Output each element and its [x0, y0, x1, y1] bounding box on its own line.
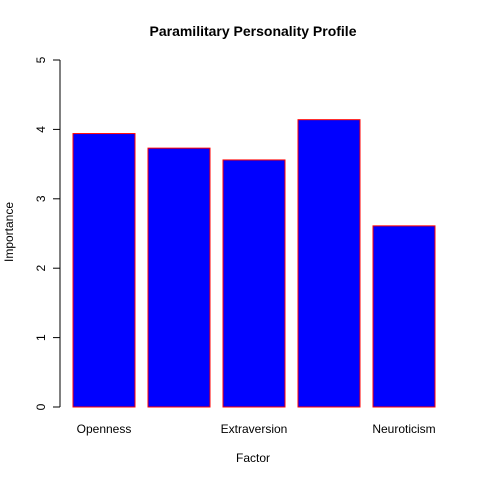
- bars: [72, 119, 436, 408]
- x-tick-label: Extraversion: [221, 422, 288, 436]
- bar-agreeableness: [297, 119, 361, 408]
- y-tick-label: 4: [34, 126, 48, 133]
- y-axis-label: Importance: [2, 202, 16, 262]
- bar-neuroticism: [372, 225, 436, 408]
- bar-openness: [72, 133, 136, 408]
- y-tick-label: 5: [34, 56, 48, 63]
- bar-extraversion: [222, 159, 286, 408]
- y-axis: 0 1 2 3 4 5: [34, 56, 61, 410]
- y-tick-label: 2: [34, 265, 48, 272]
- x-tick-label: Neuroticism: [372, 422, 435, 436]
- y-tick-label: 3: [34, 195, 48, 202]
- y-tick-label: 1: [34, 334, 48, 341]
- chart-title: Paramilitary Personality Profile: [150, 23, 357, 39]
- y-tick-label: 0: [34, 403, 48, 410]
- x-tick-label: Openness: [77, 422, 132, 436]
- x-axis-label: Factor: [236, 451, 270, 465]
- x-tick-labels: Openness Extraversion Neuroticism: [77, 422, 436, 436]
- bar-conscientiousness: [147, 147, 211, 408]
